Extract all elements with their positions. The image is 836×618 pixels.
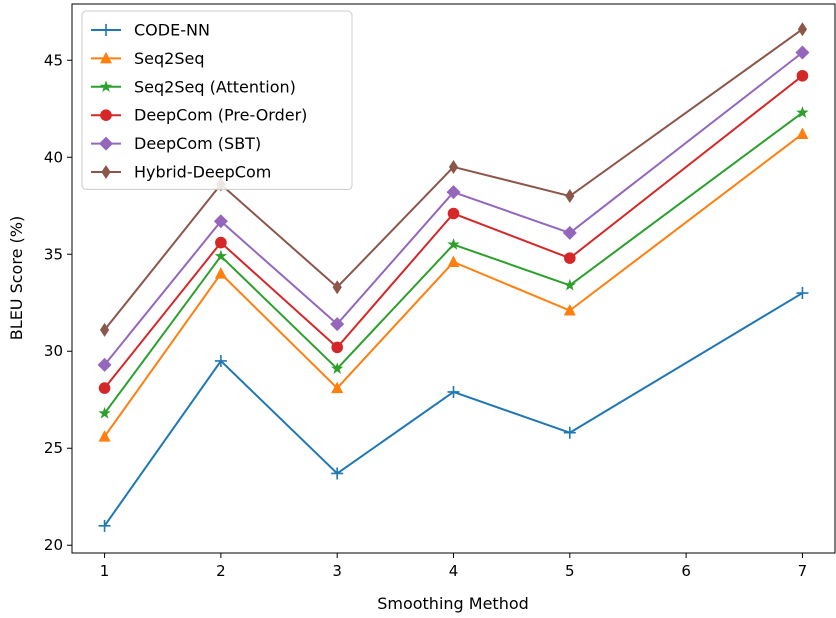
legend-marker [100,24,112,36]
legend-item: CODE-NN [91,21,210,40]
x-tick-label: 7 [798,562,808,580]
data-point [214,267,227,279]
legend-label: DeepCom (Pre-Order) [134,106,307,125]
legend-marker [100,51,112,64]
data-point [447,255,460,268]
legend-label: DeepCom (SBT) [134,134,261,153]
data-point [796,106,809,118]
data-point [447,207,460,220]
data-point [331,381,344,394]
data-point [564,252,576,264]
x-axis: 1 2 3 4 5 6 7 [100,553,807,580]
data-point [331,341,343,354]
data-point [98,430,111,442]
data-point [331,467,344,480]
legend: CODE-NN Seq2Seq Seq2Seq (Attention) DeepCom… [81,10,353,190]
data-point [213,214,228,229]
y-tick-label: 45 [44,51,63,69]
legend-item: DeepCom (SBT) [91,134,261,153]
y-tick-label: 35 [44,245,63,263]
data-point [563,278,576,291]
data-point [330,317,345,332]
data-point [98,519,111,532]
data-point [214,249,228,262]
series-2 [98,106,809,419]
series-4 [97,45,810,372]
legend-marker [99,80,113,93]
series-line [103,28,804,331]
data-point [565,189,575,204]
series-1 [98,127,809,442]
legend-item: Seq2Seq [91,49,205,68]
y-tick-label: 25 [44,439,63,457]
data-point [562,225,577,240]
data-point [796,287,809,300]
series-0 [98,287,809,532]
data-point [215,236,227,249]
x-tick-label: 6 [681,562,691,580]
data-point [563,304,576,316]
series-line [103,74,804,389]
series-line [103,51,804,366]
legend-label: Seq2Seq (Attention) [134,77,296,96]
data-point [796,127,809,139]
data-point [331,362,344,374]
data-point [448,159,459,174]
y-axis: 20 25 30 35 40 45 [44,51,72,554]
legend-label: Hybrid-DeepCom [134,163,271,182]
data-point [447,238,460,250]
data-point [447,385,460,398]
legend-item: DeepCom (Pre-Order) [91,106,307,125]
x-tick-label: 5 [565,562,575,580]
data-point [214,354,227,367]
legend-label: Seq2Seq [134,49,205,68]
y-axis-label: BLEU Score (%) [7,216,26,340]
data-point [332,280,342,295]
legend-label: CODE-NN [134,21,210,40]
data-point [98,406,111,419]
legend-item: Hybrid-DeepCom [91,163,271,182]
x-tick-label: 2 [216,562,226,580]
series-layer [97,22,810,532]
data-point [563,426,576,439]
series-3 [98,69,809,394]
legend-marker [100,109,112,121]
y-tick-label: 20 [44,536,63,554]
data-point [99,322,110,337]
y-tick-label: 30 [44,342,63,360]
data-point [797,22,808,37]
legend-item: Seq2Seq (Attention) [91,77,296,96]
x-tick-label: 4 [449,562,459,580]
x-axis-label: Smoothing Method [377,594,529,613]
data-point [795,45,810,60]
data-point [446,185,461,200]
data-point [97,357,112,372]
x-tick-label: 3 [332,562,342,580]
legend-marker [101,165,111,179]
series-line [103,292,803,527]
y-tick-label: 40 [44,148,63,166]
data-point [98,382,111,394]
series-line [103,111,804,414]
series-5 [99,22,808,337]
x-tick-label: 1 [100,562,110,580]
legend-marker [99,136,113,151]
series-line [103,133,804,438]
data-point [796,69,809,82]
legend-box [81,10,353,190]
